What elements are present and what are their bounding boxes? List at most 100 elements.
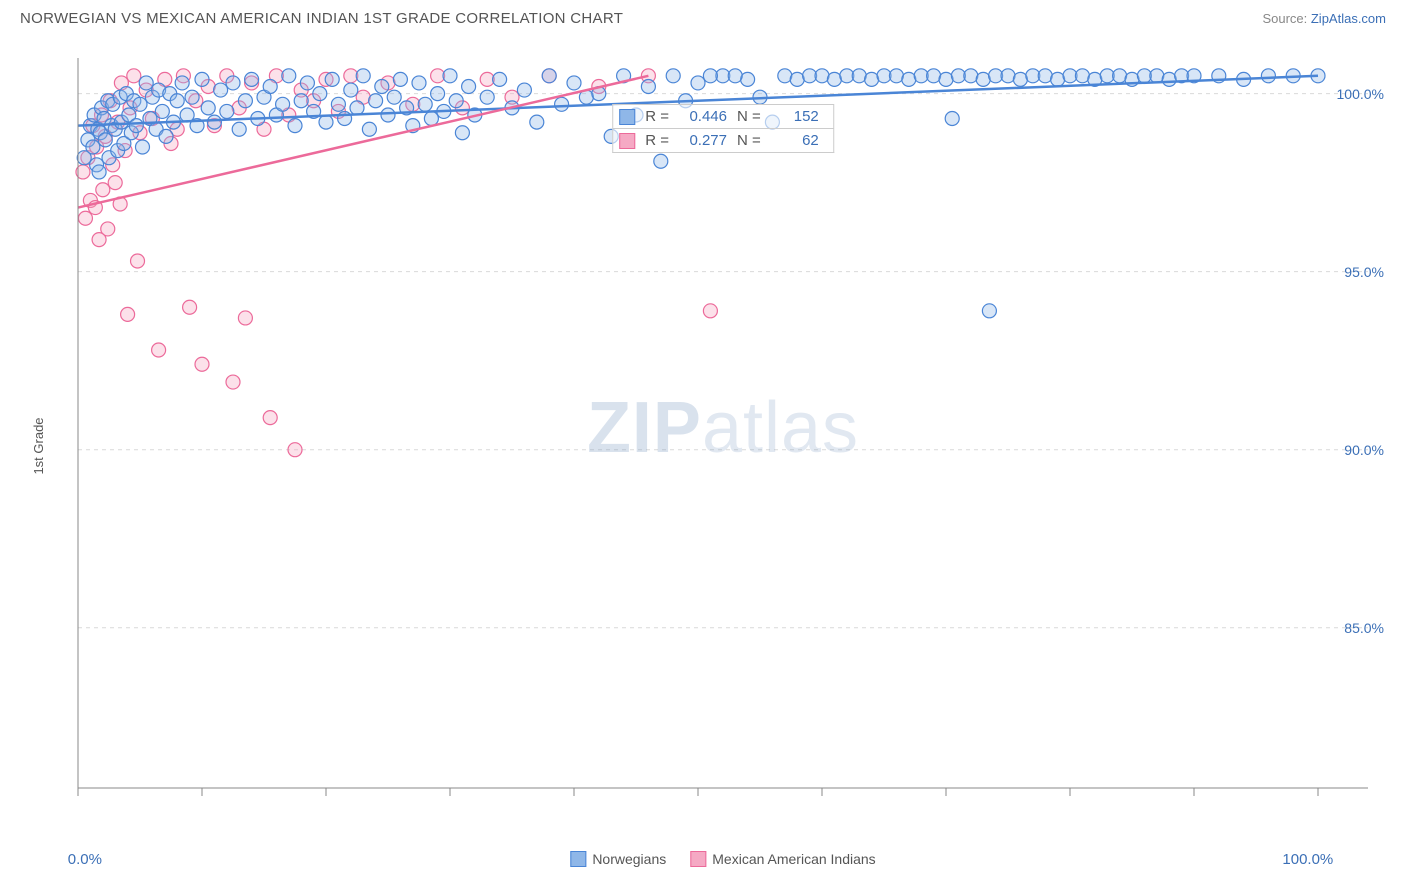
data-point	[939, 72, 953, 86]
data-point	[555, 97, 569, 111]
data-point	[852, 69, 866, 83]
data-point	[982, 304, 996, 318]
data-point	[741, 72, 755, 86]
data-point	[728, 69, 742, 83]
data-point	[108, 176, 122, 190]
legend-swatch-icon	[570, 851, 586, 867]
n-label: N =	[737, 132, 761, 149]
data-point	[530, 115, 544, 129]
data-point	[288, 119, 302, 133]
scatter-plot	[58, 48, 1388, 808]
data-point	[175, 76, 189, 90]
n-value-1: 152	[771, 108, 819, 125]
data-point	[159, 129, 173, 143]
data-point	[183, 300, 197, 314]
data-point	[666, 69, 680, 83]
data-point	[369, 94, 383, 108]
data-point	[129, 119, 143, 133]
y-axis-label: 1st Grade	[31, 417, 46, 474]
data-point	[691, 76, 705, 90]
data-point	[889, 69, 903, 83]
data-point	[654, 154, 668, 168]
data-point	[170, 94, 184, 108]
data-point	[964, 69, 978, 83]
data-point	[356, 69, 370, 83]
data-point	[567, 76, 581, 90]
source-link[interactable]: ZipAtlas.com	[1311, 11, 1386, 26]
data-point	[245, 72, 259, 86]
data-point	[927, 69, 941, 83]
data-point	[226, 76, 240, 90]
r-label: R =	[645, 132, 669, 149]
data-point	[344, 83, 358, 97]
x-axis-row: 0.0% 100.0% Norwegians Mexican American …	[58, 844, 1388, 874]
source-prefix: Source:	[1262, 11, 1310, 26]
data-point	[1013, 72, 1027, 86]
data-point	[135, 140, 149, 154]
source-attribution: Source: ZipAtlas.com	[1262, 11, 1386, 26]
data-point	[98, 133, 112, 147]
data-point	[133, 97, 147, 111]
chart-title: NORWEGIAN VS MEXICAN AMERICAN INDIAN 1ST…	[20, 10, 623, 27]
r-value-2: 0.277	[679, 132, 727, 149]
data-point	[902, 72, 916, 86]
data-point	[331, 97, 345, 111]
data-point	[778, 69, 792, 83]
data-point	[139, 76, 153, 90]
y-tick-label: 100.0%	[1337, 86, 1384, 102]
data-point	[300, 76, 314, 90]
legend-stats-row-1: R = 0.446 N = 152	[612, 104, 834, 129]
data-point	[480, 90, 494, 104]
legend-item-1: Norwegians	[570, 851, 666, 867]
data-point	[641, 79, 655, 93]
data-point	[1113, 69, 1127, 83]
data-point	[232, 122, 246, 136]
data-point	[195, 72, 209, 86]
data-point	[294, 94, 308, 108]
r-label: R =	[645, 108, 669, 125]
data-point	[350, 101, 364, 115]
data-point	[238, 94, 252, 108]
data-point	[1038, 69, 1052, 83]
data-point	[185, 90, 199, 104]
data-point	[1001, 69, 1015, 83]
data-point	[865, 72, 879, 86]
data-point	[195, 357, 209, 371]
data-point	[220, 104, 234, 118]
data-point	[155, 104, 169, 118]
data-point	[1261, 69, 1275, 83]
legend-swatch-icon	[690, 851, 706, 867]
data-point	[1162, 72, 1176, 86]
data-point	[127, 69, 141, 83]
data-point	[815, 69, 829, 83]
y-tick-label: 95.0%	[1344, 264, 1384, 280]
bottom-legend: Norwegians Mexican American Indians	[570, 851, 875, 867]
data-point	[288, 443, 302, 457]
data-point	[325, 72, 339, 86]
x-tick-min: 0.0%	[68, 851, 102, 868]
data-point	[455, 126, 469, 140]
legend-swatch-2	[619, 133, 635, 149]
data-point	[263, 79, 277, 93]
data-point	[375, 79, 389, 93]
data-point	[418, 97, 432, 111]
data-point	[387, 90, 401, 104]
data-point	[1075, 69, 1089, 83]
data-point	[201, 101, 215, 115]
data-point	[263, 411, 277, 425]
data-point	[443, 69, 457, 83]
r-value-1: 0.446	[679, 108, 727, 125]
chart-area: 85.0%90.0%95.0%100.0% ZIPatlas R = 0.446…	[58, 48, 1388, 808]
data-point	[703, 69, 717, 83]
data-point	[152, 343, 166, 357]
x-tick-max: 100.0%	[1282, 851, 1333, 868]
data-point	[362, 122, 376, 136]
y-tick-label: 90.0%	[1344, 442, 1384, 458]
legend-item-2: Mexican American Indians	[690, 851, 875, 867]
data-point	[214, 83, 228, 97]
n-value-2: 62	[771, 132, 819, 149]
data-point	[945, 112, 959, 126]
data-point	[226, 375, 240, 389]
data-point	[449, 94, 463, 108]
data-point	[1051, 72, 1065, 86]
